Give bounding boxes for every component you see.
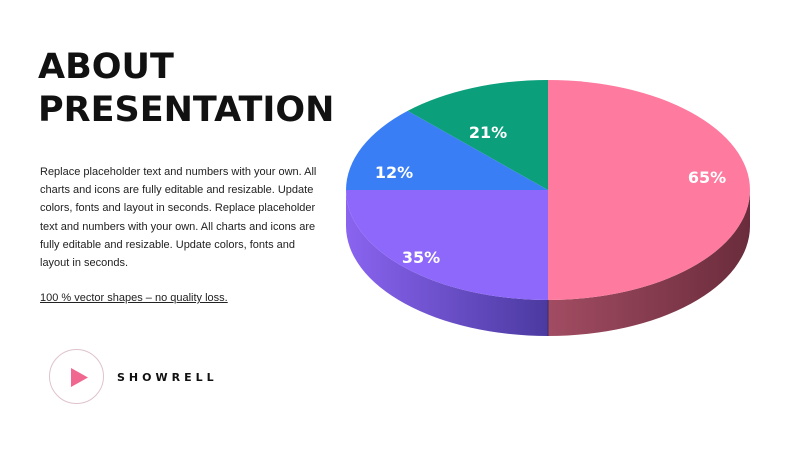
logo — [49, 349, 104, 404]
body-text: Replace placeholder text and numbers wit… — [40, 166, 317, 270]
title-line-2: PRESENTATION — [38, 90, 335, 130]
pie-side-1 — [346, 190, 548, 336]
title-line-1: ABOUT — [38, 47, 174, 87]
pie-slice-21 — [407, 80, 548, 190]
page-title: ABOUT PRESENTATION — [38, 46, 334, 132]
footnote: 100 % vector shapes – no quality loss. — [40, 292, 228, 304]
pie-slice-35 — [346, 190, 548, 300]
slice-label-12: 12% — [375, 163, 413, 182]
play-icon — [71, 368, 88, 387]
brand-name: SHOWRELL — [117, 371, 218, 384]
pie-slice-65 — [548, 80, 750, 300]
slice-label-35: 35% — [402, 248, 440, 267]
pie-slice-12 — [346, 110, 548, 190]
pie-side-0 — [548, 190, 750, 336]
slice-label-21: 21% — [469, 123, 507, 142]
slice-label-65: 65% — [688, 168, 726, 187]
